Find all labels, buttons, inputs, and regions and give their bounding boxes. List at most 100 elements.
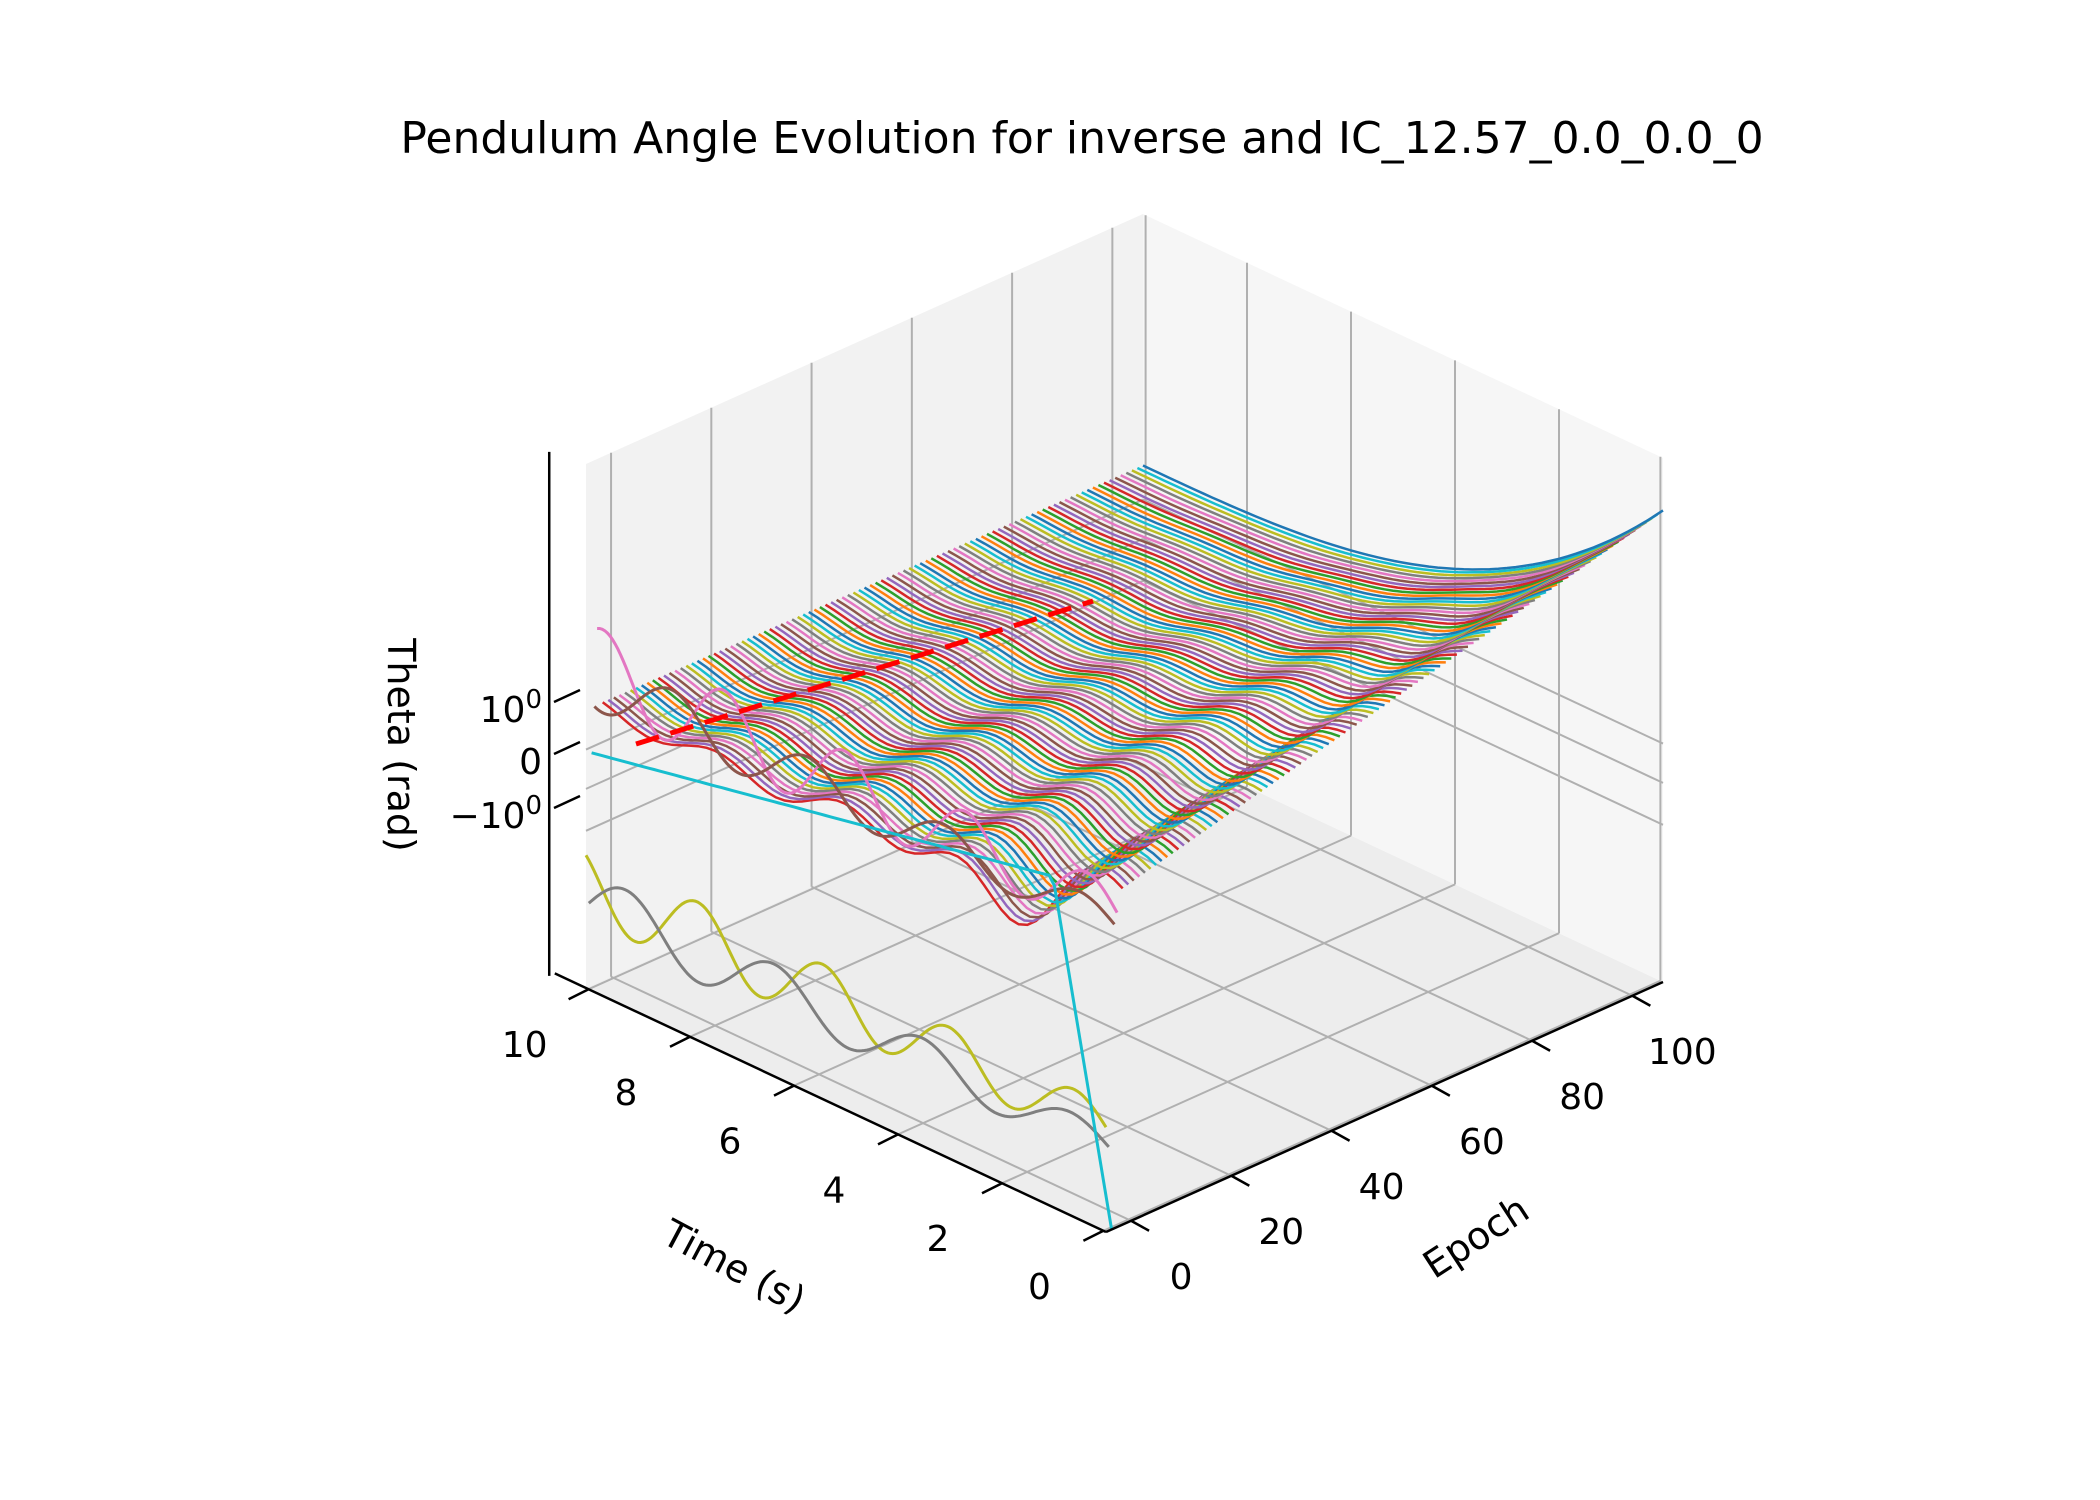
epoch-curve: [1109, 479, 1631, 589]
cyan-epoch-curve: [591, 751, 1114, 1230]
grid-time-floor: [1001, 932, 1560, 1185]
y-tick-label: 80: [1559, 1077, 1605, 1118]
epoch-curve: [808, 610, 1330, 787]
epoch-curve: [886, 576, 1407, 734]
y-tick-label: 60: [1459, 1122, 1505, 1163]
epoch-curve: [785, 620, 1308, 802]
epoch-curve: [1070, 496, 1592, 611]
epoch-curve: [1081, 491, 1603, 604]
epoch-curve: [1114, 476, 1636, 586]
y-tick-label: 20: [1258, 1212, 1304, 1253]
epoch-curve: [1103, 481, 1625, 592]
epoch-curve: [1092, 486, 1614, 597]
epoch-curve: [774, 625, 1296, 809]
grid-epoch-floor: [610, 975, 1132, 1222]
epoch-curve: [969, 540, 1491, 677]
y-tick-label: 40: [1359, 1167, 1405, 1208]
x-tick-label: 4: [823, 1170, 846, 1211]
x-tick-label: 0: [1028, 1267, 1051, 1308]
epoch-curve: [980, 535, 1502, 670]
epoch-curve: [791, 618, 1313, 798]
epoch-curve: [696, 659, 1219, 862]
epoch-curve: [841, 596, 1363, 764]
epoch-curve: [952, 547, 1474, 689]
x-tick-mark: [773, 1084, 795, 1097]
epoch-curve: [897, 571, 1419, 726]
epoch-curve: [1031, 513, 1552, 637]
z-tick-mark: [553, 688, 581, 704]
axes-group: [547, 451, 1664, 1242]
grid-epoch-floor: [811, 885, 1333, 1132]
epoch-curve: [746, 637, 1269, 828]
epoch-curve: [947, 549, 1469, 692]
epoch-curve: [1142, 464, 1664, 571]
epoch-curve: [941, 552, 1463, 696]
epoch-curve: [1136, 466, 1659, 574]
epoch-curve: [835, 598, 1358, 768]
x-tick-label: 2: [927, 1219, 950, 1260]
epoch-curve: [880, 579, 1402, 738]
epoch-curve: [718, 650, 1241, 847]
x-tick-mark: [877, 1133, 899, 1146]
epoch-curve: [1014, 520, 1536, 648]
y-axis-label: Epoch: [1415, 1187, 1537, 1287]
grid-time-floor: [793, 834, 1352, 1087]
epoch-curve: [702, 657, 1224, 858]
epoch-curve: [1125, 471, 1647, 580]
chart-title: Pendulum Angle Evolution for inverse and…: [400, 113, 1763, 164]
epoch-curve: [819, 606, 1341, 779]
z-tick-label: 100: [480, 685, 542, 731]
epoch-curve: [1047, 505, 1569, 625]
epoch-curve: [997, 527, 1519, 659]
epoch-curve: [930, 557, 1452, 704]
epoch-curve: [1019, 518, 1541, 644]
epoch-curve: [830, 601, 1352, 772]
grid-epoch-floor: [1011, 795, 1533, 1042]
y-axis-line: [1105, 980, 1664, 1234]
epoch-curve: [1053, 503, 1575, 622]
epoch-curve: [1075, 493, 1597, 608]
epoch-curve: [707, 654, 1230, 854]
epoch-curve: [824, 603, 1346, 775]
epoch-curve: [902, 569, 1424, 723]
x-axis-label: Time (s): [655, 1210, 813, 1322]
y-tick-mark: [1130, 1219, 1150, 1232]
epoch-curve: [1036, 510, 1558, 633]
y-tick-mark: [1631, 994, 1651, 1007]
z-axis-label: Theta (rad): [379, 637, 423, 852]
reference-dashed-line: [635, 598, 1094, 747]
epoch-curve: [1003, 525, 1525, 655]
epoch-curve: [713, 652, 1235, 851]
epoch-curve: [964, 542, 1485, 681]
epoch-curve: [863, 586, 1385, 749]
epoch-curve: [769, 628, 1291, 813]
y-tick-mark: [1230, 1174, 1250, 1187]
x-tick-label: 8: [615, 1073, 638, 1114]
epoch-curve: [925, 559, 1446, 707]
epoch-curve: [1008, 523, 1530, 651]
y-tick-label: 0: [1170, 1257, 1193, 1298]
z-tick-mark: [553, 740, 581, 756]
epoch-curve: [1120, 474, 1642, 583]
early-epoch-curve: [584, 854, 1108, 1129]
epoch-curve: [1064, 498, 1586, 615]
x-tick-mark: [1082, 1229, 1104, 1242]
grid-time-floor: [897, 883, 1456, 1136]
x-tick-label: 6: [719, 1122, 742, 1163]
epoch-curve: [652, 679, 1174, 892]
epoch-curve: [919, 562, 1441, 711]
series-group: [584, 464, 1664, 1230]
z-tick-label: 0: [519, 742, 542, 783]
y-tick-mark: [1531, 1039, 1551, 1052]
z-tick-mark: [553, 794, 581, 810]
epoch-curve: [780, 623, 1302, 805]
epoch-curve: [958, 545, 1480, 685]
early-epoch-curve: [587, 886, 1110, 1148]
epoch-curve: [752, 635, 1274, 824]
epoch-curve: [908, 567, 1430, 719]
epoch-curve: [852, 591, 1374, 756]
epoch-curve: [1042, 508, 1564, 629]
epoch-curve: [1086, 488, 1608, 601]
epoch-curve: [813, 608, 1335, 783]
